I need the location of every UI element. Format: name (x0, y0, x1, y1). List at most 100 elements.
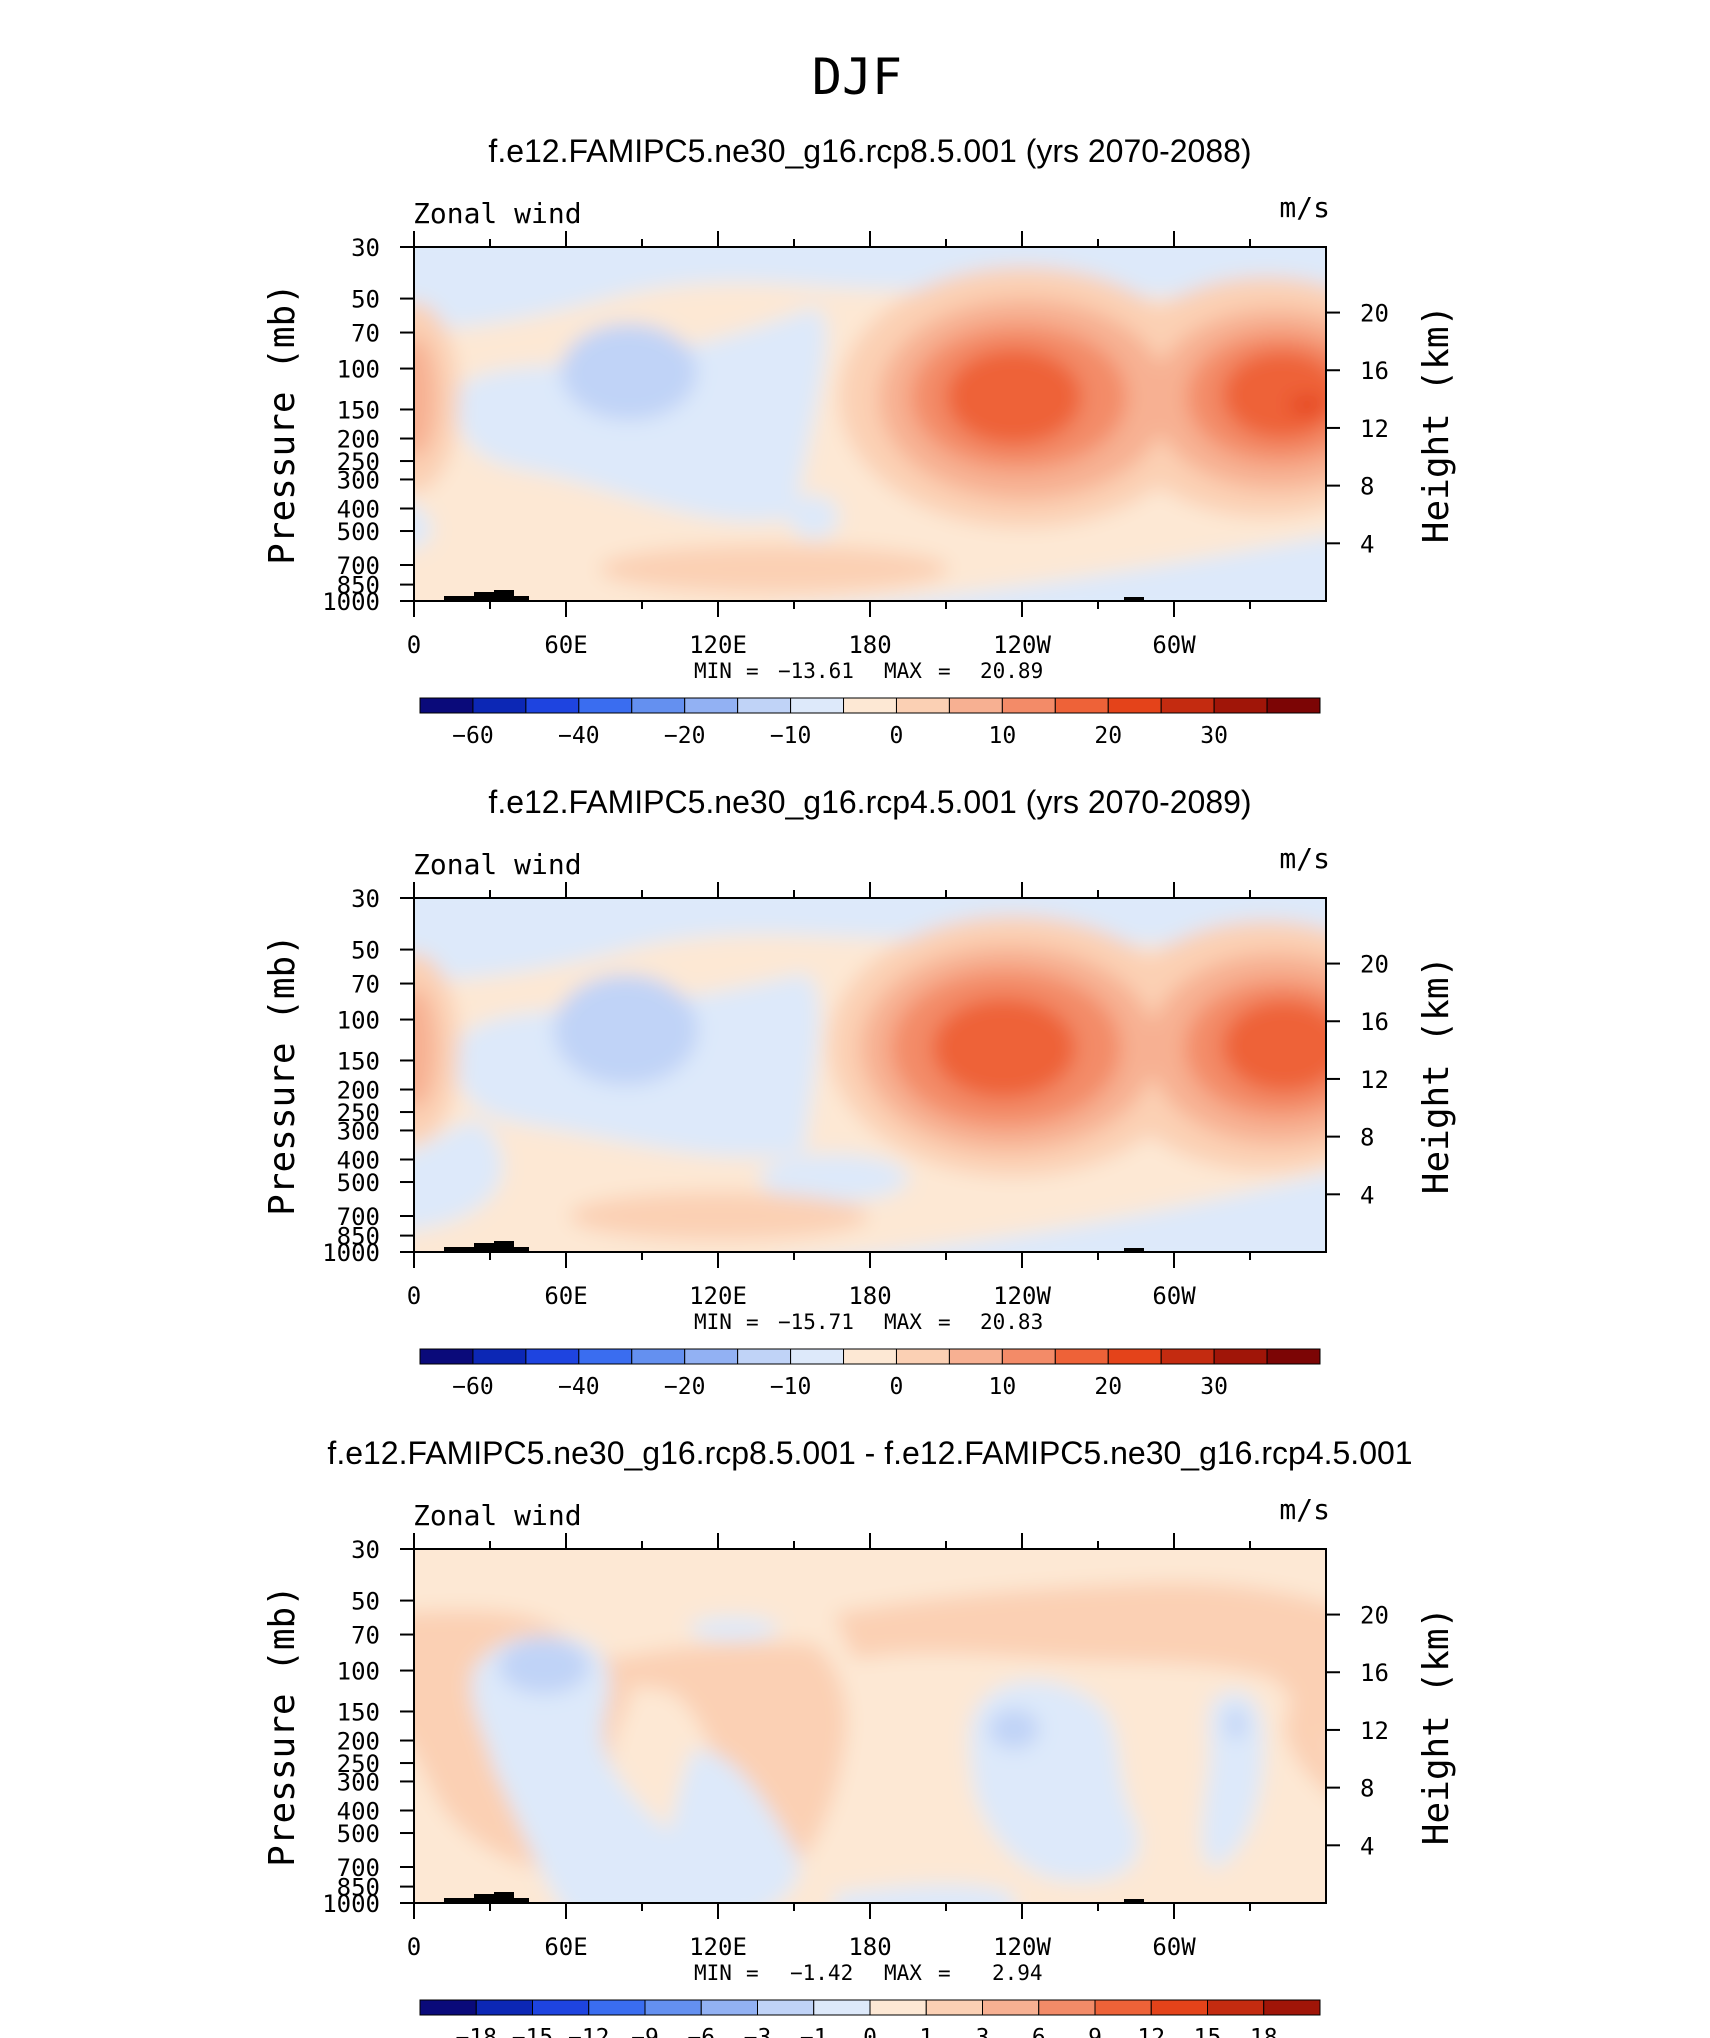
panel-2-y-tick-label: 400 (337, 1146, 380, 1174)
panel-2-x-tick-label: 180 (848, 1282, 891, 1310)
panel-3: f.e12.FAMIPC5.ne30_g16.rcp8.5.001 - f.e1… (262, 1435, 1457, 2038)
panel-3-colorbar-box (419, 1999, 477, 2016)
panel-3-units: m/s (1279, 1493, 1330, 1526)
panel-2-title: f.e12.FAMIPC5.ne30_g16.rcp4.5.001 (yrs 2… (488, 784, 1251, 820)
panel-1-colorbar-label: −10 (770, 723, 812, 749)
panel-2-max-eq: = (938, 1310, 951, 1334)
panel-3-x-tick-label: 180 (848, 1933, 891, 1961)
panel-3-colorbar-label: −6 (687, 2025, 715, 2038)
panel-2-axes: 0 60E 120E 180 120W 60W3050701001502002503004… (322, 882, 1389, 1310)
panel-1-left-string: Zonal wind (413, 197, 582, 230)
panel-3-colorbar-label: −3 (744, 2025, 772, 2038)
panel-3-min-value: −1.42 (790, 1961, 853, 1985)
panel-3-colorbar-label: 0 (863, 2025, 877, 2038)
panel-1-colorbar: −60 −40 −20 −10 0 10 20 30 (419, 697, 1321, 749)
panel-2-colorbar-box (843, 1348, 897, 1365)
panel-2-colorbar-box (631, 1348, 686, 1365)
panel-1-y-right-tick-label: 16 (1360, 357, 1389, 385)
panel-2-colorbar-label: −40 (558, 1374, 600, 1400)
panel-2-y-tick-label: 700 (337, 1203, 380, 1231)
panel-1-plot-area: 0 60E 120E 180 120W 60W3050701001502002503004… (322, 231, 1389, 659)
panel-1-colorbar-box (419, 697, 474, 714)
panel-3-y-tick-label: 850 (337, 1874, 380, 1902)
panel-3-colorbar-label: −15 (512, 2025, 554, 2038)
panel-1-max-eq: = (938, 659, 951, 683)
panel-2-y-tick-label: 150 (337, 1047, 380, 1075)
panel-1-colorbar-label: 10 (989, 723, 1017, 749)
panel-3-colorbar-label: 12 (1137, 2025, 1165, 2038)
panel-1-max-value: 20.89 (980, 659, 1043, 683)
panel-1-colorbar-label: −60 (452, 723, 494, 749)
panel-2-min-eq: = (746, 1310, 759, 1334)
panel-3-colorbar-label: 18 (1250, 2025, 1278, 2038)
panel-1-y-tick-label: 30 (351, 234, 380, 262)
panel-2-y-right-tick-label: 4 (1360, 1181, 1374, 1209)
panel-3-y-right-tick-label: 4 (1360, 1832, 1374, 1860)
panel-1-x-tick-label: 180 (848, 631, 891, 659)
panel-2-colorbar-label: 10 (989, 1374, 1017, 1400)
panel-3-y-right-tick-label: 20 (1360, 1602, 1389, 1630)
panel-2-colorbar-box (1001, 1348, 1056, 1365)
panel-1-y-tick-label: 850 (337, 572, 380, 600)
panel-3-max-label: MAX (884, 1961, 922, 1985)
panel-2-x-tick-label: 60W (1152, 1282, 1196, 1310)
panel-3-colorbar: −18 −15 −12 −9 −6 −3 −1 0 1 3 6 9 12 15 18 (419, 1999, 1321, 2038)
panel-1-topography (444, 590, 1144, 601)
panel-1-units: m/s (1279, 191, 1330, 224)
panel-1-y-tick-label: 500 (337, 518, 380, 546)
panel-1-y-tick-label: 100 (337, 356, 380, 384)
panel-1-colorbar-box (843, 697, 897, 714)
panel-2-plot-area: 0 60E 120E 180 120W 60W3050701001502002503004… (322, 882, 1389, 1310)
panel-1-contour-field (414, 247, 1326, 601)
panel-1-colorbar-label: 30 (1200, 723, 1228, 749)
panel-3-colorbar-box (588, 1999, 646, 2016)
panel-2-colorbar-box (1266, 1348, 1321, 1365)
panel-3-colorbar-box (925, 1999, 983, 2016)
panel-1-ylabel-right: Height (km) (1416, 305, 1457, 543)
panel-3-x-tick-label: 0 (407, 1933, 421, 1961)
panel-3-max-value: 2.94 (992, 1961, 1043, 1985)
panel-2-colorbar-box (1160, 1348, 1215, 1365)
panel-3-colorbar-box (982, 1999, 1040, 2016)
panel-1-colorbar-box (684, 697, 739, 714)
panel-3-ylabel-right: Height (km) (1416, 1607, 1457, 1845)
panel-2-colorbar-box (578, 1348, 633, 1365)
panel-1-colorbar-box (1266, 697, 1321, 714)
panel-1-colorbar-box (1054, 697, 1109, 714)
panel-1-min-label: MIN (694, 659, 732, 683)
panel-3-y-tick-label: 200 (337, 1728, 380, 1756)
panel-2-units: m/s (1279, 842, 1330, 875)
panel-1-colorbar-label: 0 (890, 723, 904, 749)
panel-1-title: f.e12.FAMIPC5.ne30_g16.rcp8.5.001 (yrs 2… (488, 133, 1251, 169)
panel-2-colorbar-box (948, 1348, 1003, 1365)
panel-1-y-tick-label: 70 (351, 320, 380, 348)
panel-2-y-tick-label: 1000 (322, 1239, 380, 1267)
panel-3-colorbar-box (700, 1999, 758, 2016)
panel-1-x-tick-label: 0 (407, 631, 421, 659)
panel-1-colorbar-label: −40 (558, 723, 600, 749)
panel-2: f.e12.FAMIPC5.ne30_g16.rcp4.5.001 (yrs 2… (262, 784, 1457, 1400)
panel-3-topography (444, 1892, 1144, 1903)
panel-3-plot-area: 0 60E 120E 180 120W 60W3050701001502002503004… (322, 1533, 1389, 1961)
panel-3-y-tick-label: 700 (337, 1854, 380, 1882)
panel-2-colorbar-label: 30 (1200, 1374, 1228, 1400)
panel-2-y-right-tick-label: 16 (1360, 1008, 1389, 1036)
panel-2-colorbar-box (1107, 1348, 1162, 1365)
panel-2-y-tick-label: 70 (351, 971, 380, 999)
panel-2-x-tick-label: 120W (993, 1282, 1051, 1310)
panel-3-y-right-tick-label: 16 (1360, 1659, 1389, 1687)
panel-1-colorbar-box (948, 697, 1003, 714)
panel-2-y-tick-label: 100 (337, 1007, 380, 1035)
panel-3-colorbar-label: 9 (1088, 2025, 1102, 2038)
panel-1-y-tick-label: 700 (337, 552, 380, 580)
panel-3-colorbar-box (1094, 1999, 1152, 2016)
panel-3-y-tick-label: 70 (351, 1622, 380, 1650)
panel-3-colorbar-box (475, 1999, 533, 2016)
panel-3-title: f.e12.FAMIPC5.ne30_g16.rcp8.5.001 - f.e1… (327, 1435, 1412, 1471)
panel-1-max-label: MAX (884, 659, 922, 683)
panel-3-min-eq: = (746, 1961, 759, 1985)
panel-3-colorbar-box (757, 1999, 815, 2016)
panel-2-colorbar-box (895, 1348, 950, 1365)
panel-1-y-tick-label: 250 (337, 448, 380, 476)
panel-2-colorbar-label: 0 (890, 1374, 904, 1400)
